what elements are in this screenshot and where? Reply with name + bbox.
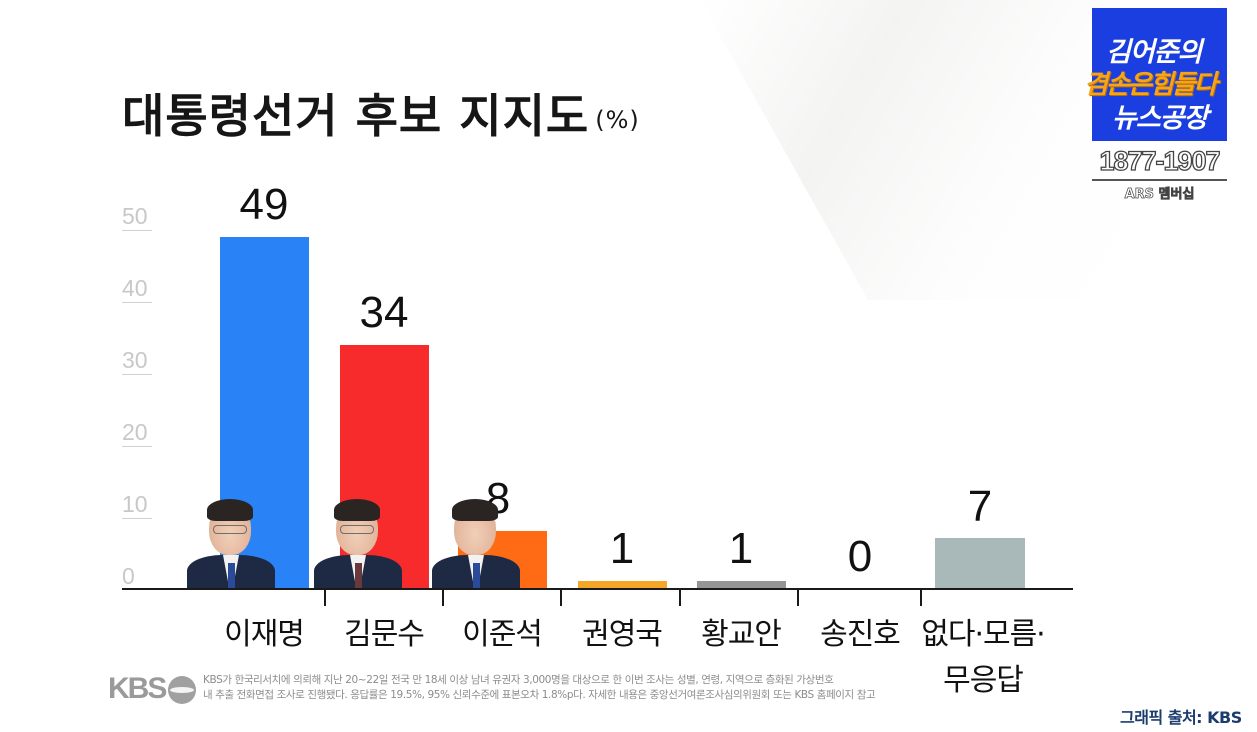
value-label: 49 — [239, 180, 289, 229]
kbs-logo-icon — [168, 676, 196, 704]
divider — [1092, 179, 1227, 181]
x-tick — [442, 590, 444, 606]
survey-note: KBS가 한국리서치에 의뢰해 지난 20~22일 전국 만 18세 이상 남녀… — [203, 673, 876, 703]
show-logo: 김어준의 겸손은힘들다 뉴스공장 — [1084, 8, 1227, 141]
category-label: 송진호 — [820, 617, 901, 652]
value-label: 7 — [967, 482, 993, 531]
chart-title: 대통령선거 후보 지지도 (%) — [122, 80, 640, 146]
candidate-photo-lee-jaemyung — [183, 499, 279, 589]
category-label: 권영국 — [582, 617, 663, 652]
category-label: 김문수 — [344, 617, 425, 652]
category-label: 이준석 — [462, 617, 543, 652]
ars-membership-label: ARS 멤버십 — [1124, 187, 1195, 203]
category-label-line2: 무응답 — [943, 663, 1024, 698]
show-logo-line1: 김어준의 — [1106, 37, 1202, 68]
kbs-logo-text: KBS — [108, 672, 167, 705]
x-tick — [324, 590, 326, 606]
show-logo-line2: 겸손은힘들다 — [1084, 70, 1218, 100]
category-label: 이재명 — [224, 617, 305, 652]
survey-note-line1: KBS가 한국리서치에 의뢰해 지난 20~22일 전국 만 18세 이상 남녀… — [203, 674, 834, 686]
y-tick-20: 20 — [122, 418, 152, 447]
value-label: 1 — [609, 524, 635, 573]
y-tick-0: 0 — [122, 563, 135, 589]
value-label: 1 — [728, 524, 754, 573]
x-tick — [797, 590, 799, 606]
chart-title-text: 대통령선거 후보 지지도 — [122, 89, 590, 143]
survey-note-line2: 내 추출 전화면접 조사로 진행됐다. 응답률은 19.5%, 95% 신뢰수준… — [203, 689, 876, 701]
value-label: 0 — [847, 532, 873, 581]
ars-phone-number: 1877-1907 — [1099, 145, 1221, 176]
category-label-line1: 없다·모름· — [921, 617, 1045, 652]
bar-hwang-kyoahn — [697, 581, 786, 589]
bar-none-dontknow — [935, 538, 1025, 589]
category-label-none: 없다·모름· 무응답 — [918, 612, 1048, 704]
category-label: 황교안 — [701, 617, 782, 652]
y-tick-10: 10 — [122, 490, 152, 519]
x-tick — [560, 590, 562, 606]
y-tick-50: 50 — [122, 202, 152, 231]
candidate-photo-lee-junseok — [428, 499, 524, 589]
show-logo-line3: 뉴스공장 — [1112, 103, 1208, 134]
x-tick — [920, 590, 922, 606]
bar-kwon-youngguk — [578, 581, 667, 589]
value-label: 34 — [359, 288, 409, 337]
y-tick-40: 40 — [122, 274, 152, 303]
chart-title-unit: (%) — [595, 106, 640, 134]
y-tick-30: 30 — [122, 346, 152, 375]
candidate-photo-kim-moonsoo — [310, 499, 406, 589]
background-shade — [700, 0, 1120, 300]
x-tick — [679, 590, 681, 606]
x-axis-line — [122, 588, 1073, 590]
graphic-source: 그래픽 출처: KBS — [1120, 708, 1242, 727]
